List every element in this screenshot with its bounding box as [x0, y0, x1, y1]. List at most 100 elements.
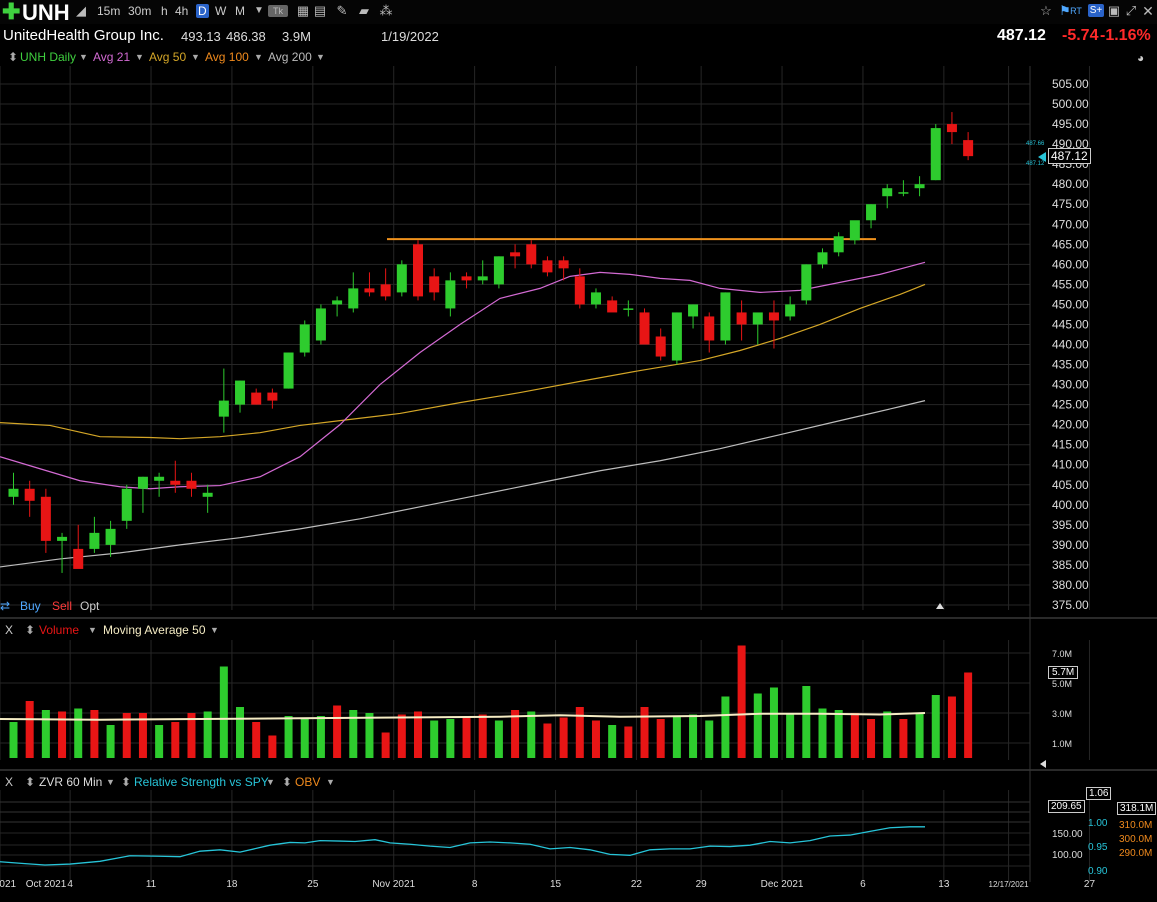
volume-bar	[414, 711, 422, 758]
candle-body	[607, 300, 618, 313]
sell-button[interactable]: Sell	[52, 599, 73, 613]
close-icon[interactable]: ✕	[1142, 3, 1154, 19]
folder-icon[interactable]: ▰	[359, 3, 369, 18]
tf-w[interactable]: W	[215, 4, 227, 18]
symbol-label[interactable]: UNH	[22, 0, 70, 25]
save-icon[interactable]: ▣	[1107, 3, 1121, 18]
candle-body	[688, 304, 699, 317]
volume-bar	[203, 711, 212, 758]
chevron-down-icon[interactable]: ▼	[106, 777, 115, 787]
legend-avg21[interactable]: Avg 21	[93, 50, 131, 64]
megaphone-icon[interactable]: ◢	[76, 3, 86, 18]
layout-icon[interactable]: ▦	[296, 3, 310, 18]
chevron-down-icon[interactable]: ▼	[79, 52, 88, 62]
updown-icon[interactable]: ⬍	[25, 623, 36, 637]
obv-title[interactable]: OBV	[295, 775, 321, 789]
lower-close-button[interactable]: X	[5, 775, 14, 789]
tf-4h[interactable]: 4h	[175, 4, 189, 18]
updown-icon[interactable]: ⬍	[8, 50, 19, 64]
chevron-down-icon[interactable]: ▼	[191, 52, 200, 62]
chevron-down-icon[interactable]: ▼	[326, 777, 335, 787]
rt-icon[interactable]: RT	[1070, 6, 1082, 16]
x-axis-label: Dec 2021	[761, 879, 804, 890]
updown-icon[interactable]: ⬍	[282, 775, 293, 789]
volume-bar	[834, 710, 843, 758]
price-tick-label: 490.00	[1052, 137, 1089, 151]
chevron-down-icon[interactable]: ▼	[88, 625, 97, 635]
zvr-title[interactable]: ZVR 60 Min	[39, 775, 103, 789]
x-axis-label: 18	[226, 879, 238, 890]
opt-button[interactable]: Opt	[80, 599, 100, 613]
volume-bar	[689, 714, 698, 758]
trade-icon[interactable]: ⇄	[0, 599, 11, 613]
candle-body	[380, 284, 391, 297]
volume-bar	[850, 713, 859, 758]
volume-bar	[672, 716, 681, 758]
star-icon[interactable]: ☆	[1040, 3, 1052, 18]
chevron-down-icon[interactable]: ▼	[254, 5, 264, 16]
volume-ma-title[interactable]: Moving Average 50	[103, 623, 206, 637]
volume-bar	[333, 705, 342, 758]
buy-button[interactable]: Buy	[20, 599, 41, 613]
palette-icon[interactable]: ◕	[1137, 51, 1145, 65]
add-symbol-icon[interactable]: ✚	[2, 0, 21, 24]
volume-bar	[397, 714, 406, 758]
tf-15m[interactable]: 15m	[97, 4, 121, 18]
x-axis-label: 6	[860, 879, 866, 890]
candle-body	[40, 496, 51, 541]
tk-icon[interactable]: Tk	[268, 5, 288, 17]
price-tick-label: 380.00	[1052, 578, 1089, 592]
tf-h[interactable]: h	[161, 4, 168, 18]
rs-title[interactable]: Relative Strength vs SPY	[134, 775, 269, 789]
volume-tick-label: 7.0M	[1052, 649, 1072, 659]
updown-icon[interactable]: ⬍	[25, 775, 36, 789]
candle-body	[461, 276, 472, 281]
candle-body	[137, 476, 148, 489]
legend-avg200[interactable]: Avg 200	[268, 50, 312, 64]
volume-bar	[74, 708, 83, 758]
volume-bar	[300, 717, 309, 758]
price-tick-label: 495.00	[1052, 117, 1089, 131]
calculator-icon[interactable]: ▤	[313, 3, 327, 18]
chevron-down-icon[interactable]: ▼	[210, 625, 219, 635]
candle-body	[866, 204, 877, 221]
obv-tick-label: 300.0M	[1119, 834, 1152, 845]
volume-ma-line	[0, 712, 926, 721]
tf-30m[interactable]: 30m	[128, 4, 152, 18]
share-icon[interactable]: ⁂	[379, 3, 393, 18]
maximize-icon[interactable]: ⤢	[1125, 3, 1137, 18]
quote-date: 1/19/2022	[381, 29, 439, 44]
chevron-down-icon[interactable]: ▼	[254, 52, 263, 62]
legend-avg100[interactable]: Avg 100	[205, 50, 249, 64]
day-low: 486.38	[226, 29, 266, 44]
volume-bar	[511, 710, 520, 758]
volume-bar	[236, 707, 245, 758]
updown-icon[interactable]: ⬍	[121, 775, 132, 789]
chevron-down-icon[interactable]: ▼	[316, 52, 325, 62]
pencil-icon[interactable]: ✎	[336, 3, 348, 18]
chevron-down-icon[interactable]: ▼	[135, 52, 144, 62]
candle-body	[89, 532, 100, 549]
s-plus-icon[interactable]: S+	[1088, 4, 1104, 17]
candle-body	[396, 264, 407, 293]
flag-icon[interactable]: ⚑	[1059, 3, 1071, 18]
chevron-down-icon[interactable]: ▼	[266, 777, 275, 787]
volume-bar	[575, 707, 584, 758]
volume-bar	[753, 693, 762, 758]
candle-body	[510, 252, 521, 257]
volume-bar	[365, 713, 374, 758]
legend-avg50[interactable]: Avg 50	[149, 50, 187, 64]
volume-bar	[381, 732, 390, 758]
volume-bar	[284, 716, 293, 758]
price-tick-label: 470.00	[1052, 217, 1089, 231]
candle-body	[882, 188, 893, 197]
candle-body	[898, 192, 909, 194]
tf-m[interactable]: M	[235, 4, 245, 18]
tf-d[interactable]: D	[196, 4, 209, 18]
volume-title[interactable]: Volume	[39, 623, 80, 637]
scroll-up-icon[interactable]	[936, 603, 944, 609]
volume-close-button[interactable]: X	[5, 623, 14, 637]
legend-series[interactable]: UNH Daily	[20, 50, 77, 64]
collapse-icon[interactable]	[1040, 760, 1046, 768]
